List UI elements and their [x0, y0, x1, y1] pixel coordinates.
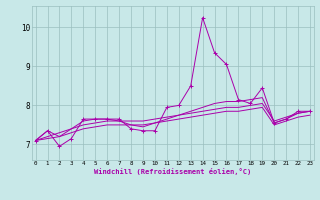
X-axis label: Windchill (Refroidissement éolien,°C): Windchill (Refroidissement éolien,°C) — [94, 168, 252, 175]
